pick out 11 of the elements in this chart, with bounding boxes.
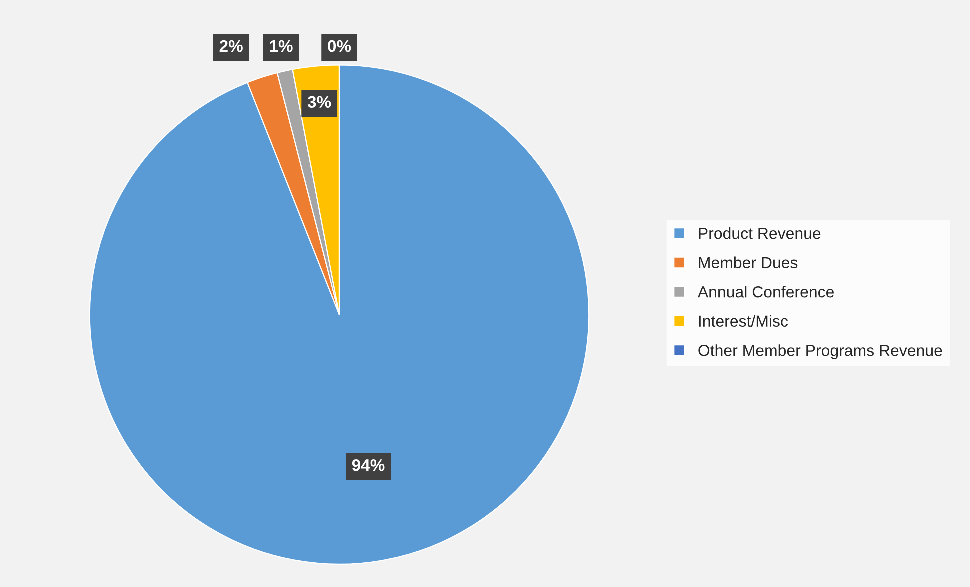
data-label: 94% [352,459,385,472]
text: 0% [328,40,352,52]
legend-label: Annual Conference [698,286,834,298]
pie-slice [89,64,590,565]
legend-label: Product Revenue [699,228,821,240]
data-label: 1% [270,40,293,52]
data-label: 2% [220,40,243,52]
data-label: 3% [308,96,332,108]
legend-label: Other Member Programs Revenue [698,344,942,360]
legend-label: Member Dues [699,256,798,269]
legend-label: Interest/Misc [699,315,788,328]
